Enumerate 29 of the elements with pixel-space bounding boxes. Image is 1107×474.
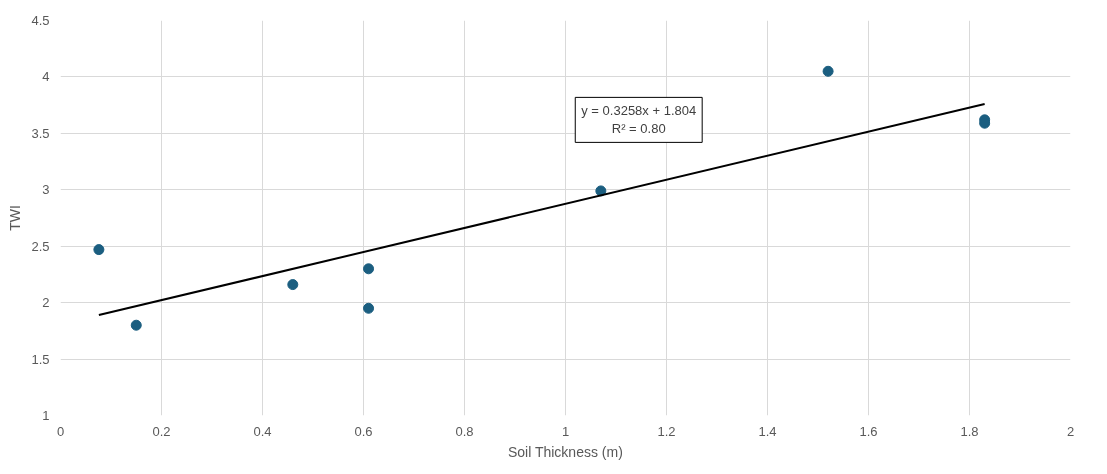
x-tick-label: 0.4 <box>253 423 272 439</box>
x-tick-label: 1.4 <box>758 423 777 439</box>
y-tick-label: 4.5 <box>31 13 50 28</box>
y-tick-label: 1 <box>42 408 50 423</box>
x-tick-label: 1.6 <box>859 423 878 439</box>
point <box>363 302 375 314</box>
x-tick-label: 0 <box>56 423 65 439</box>
y-tick-label: 2.5 <box>31 238 50 254</box>
y-tick-label: 3 <box>42 182 50 198</box>
x-tick-label: 1.8 <box>960 423 979 439</box>
y-tick-label: 1.5 <box>31 351 50 367</box>
point <box>363 263 375 275</box>
x-tick-label: 0.8 <box>455 423 474 439</box>
x-tick-label: 1.2 <box>657 423 676 439</box>
x-tick-label: 1 <box>561 423 570 439</box>
y-tick-label: 4 <box>42 69 50 85</box>
y-axis-title: TWI <box>7 205 24 231</box>
point <box>93 244 105 256</box>
x-axis-title: Soil Thickness (m) <box>507 443 623 460</box>
y-tick-label: 3.5 <box>31 125 50 141</box>
y-tick-label: 2 <box>42 295 50 311</box>
point <box>822 65 834 77</box>
x-tick-label: 0.6 <box>354 423 373 439</box>
annotation: y = 0.3258x + 1.804 R² = 0.80 <box>581 103 697 137</box>
x-tick-label: 2 <box>1066 423 1075 439</box>
point <box>287 279 299 291</box>
point <box>130 319 142 331</box>
x-tick-label: 0.2 <box>152 423 171 439</box>
point <box>595 185 607 197</box>
